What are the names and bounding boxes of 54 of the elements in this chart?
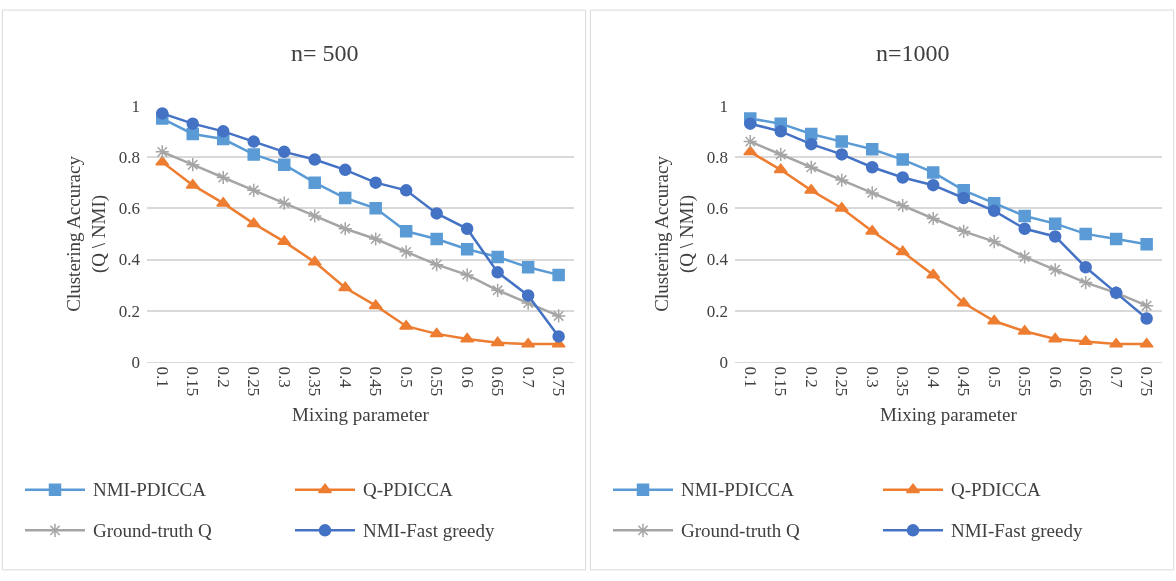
x-axis-title: Mixing parameter xyxy=(880,404,1018,426)
y-tick-label: 0.6 xyxy=(706,199,728,219)
x-tick-label: 0.6 xyxy=(1045,366,1065,388)
x-tick-label: 0.1 xyxy=(152,366,172,388)
legend-label: Ground-truth Q xyxy=(93,520,213,541)
legend-label: Q-PDICCA xyxy=(363,479,454,500)
x-tick-label: 0.55 xyxy=(1015,366,1035,397)
y-tick-label: 0.2 xyxy=(118,301,140,321)
x-tick-label: 0.2 xyxy=(801,366,821,388)
legend-label: NMI-Fast greedy xyxy=(363,520,495,541)
x-tick-label: 0.25 xyxy=(244,366,264,397)
y-tick-label: 0.8 xyxy=(706,147,728,167)
x-tick-label: 0.7 xyxy=(518,366,538,389)
x-tick-label: 0.1 xyxy=(740,366,760,388)
x-tick-label: 0.45 xyxy=(954,366,974,397)
y-tick-label: 0.4 xyxy=(118,250,141,270)
x-tick-label: 0.3 xyxy=(862,366,882,388)
legend-label: NMI-PDICCA xyxy=(93,479,207,500)
y-tick-label: 0 xyxy=(131,353,140,373)
x-tick-label: 0.4 xyxy=(335,366,355,389)
chart-title: n= 500 xyxy=(291,40,359,66)
x-axis-title: Mixing parameter xyxy=(292,404,430,426)
x-tick-label: 0.5 xyxy=(396,366,416,388)
legend-label: Q-PDICCA xyxy=(951,479,1042,500)
x-tick-label: 0.45 xyxy=(366,366,386,397)
x-tick-label: 0.7 xyxy=(1106,366,1126,389)
x-tick-label: 0.65 xyxy=(488,366,508,397)
x-tick-label: 0.2 xyxy=(213,366,233,388)
legend-label: NMI-Fast greedy xyxy=(951,520,1083,541)
x-tick-label: 0.6 xyxy=(457,366,477,388)
x-tick-label: 0.15 xyxy=(183,366,203,397)
y-axis-title: Clustering Accuracy (Q \ NMI) xyxy=(62,155,110,312)
y-tick-label: 1 xyxy=(131,96,140,116)
x-tick-label: 0.15 xyxy=(771,366,791,397)
y-axis-title: Clustering Accuracy (Q \ NMI) xyxy=(650,155,698,312)
y-tick-label: 0 xyxy=(719,353,728,373)
x-tick-label: 0.75 xyxy=(1137,366,1157,397)
y-tick-label: 0.6 xyxy=(118,199,140,219)
x-tick-label: 0.3 xyxy=(274,366,294,388)
y-tick-label: 0.2 xyxy=(706,301,728,321)
x-tick-label: 0.35 xyxy=(893,366,913,397)
chart-title: n=1000 xyxy=(876,40,950,66)
x-tick-label: 0.4 xyxy=(923,366,943,389)
legend-label: NMI-PDICCA xyxy=(681,479,795,500)
x-tick-label: 0.25 xyxy=(832,366,852,397)
x-tick-label: 0.65 xyxy=(1076,366,1096,397)
x-tick-label: 0.35 xyxy=(305,366,325,397)
x-tick-label: 0.75 xyxy=(549,366,569,397)
y-tick-label: 0.8 xyxy=(118,147,140,167)
x-tick-label: 0.55 xyxy=(427,366,447,397)
y-tick-label: 1 xyxy=(719,96,728,116)
y-tick-label: 0.4 xyxy=(706,250,729,270)
x-tick-label: 0.5 xyxy=(984,366,1004,388)
legend-label: Ground-truth Q xyxy=(681,520,801,541)
